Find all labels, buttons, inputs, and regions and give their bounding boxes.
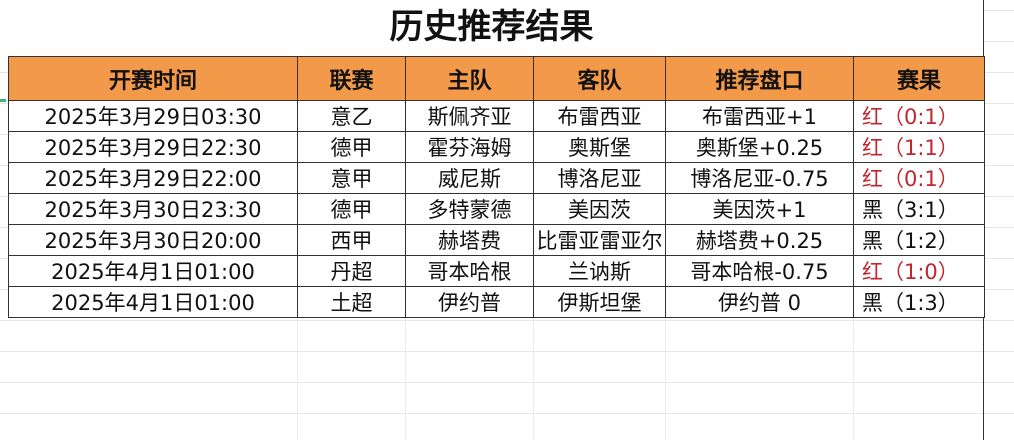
cell-league[interactable]: 德甲	[297, 131, 406, 163]
cell-league[interactable]: 西甲	[297, 224, 406, 256]
cell-away[interactable]: 比雷亚雷亚尔	[533, 224, 666, 256]
cell-time[interactable]: 2025年3月30日20:00	[8, 224, 298, 256]
cell-home[interactable]: 多特蒙德	[405, 193, 534, 225]
header-league[interactable]: 联赛	[297, 56, 406, 101]
header-row: 开赛时间 联赛 主队 客队 推荐盘口 赛果	[8, 56, 985, 101]
cell-league[interactable]: 土超	[297, 286, 406, 318]
cell-pick[interactable]: 博洛尼亚-0.75	[665, 162, 854, 194]
cell-result[interactable]: 红（1:1）	[853, 131, 985, 163]
cell-pick[interactable]: 美因茨+1	[665, 193, 854, 225]
cell-result[interactable]: 红（0:1）	[853, 162, 985, 194]
cell-pick[interactable]: 奥斯堡+0.25	[665, 131, 854, 163]
cell-away[interactable]: 博洛尼亚	[533, 162, 666, 194]
cell-pick[interactable]: 伊约普 0	[665, 286, 854, 318]
cell-pick[interactable]: 布雷西亚+1	[665, 100, 854, 132]
header-home[interactable]: 主队	[405, 56, 534, 101]
cell-home[interactable]: 伊约普	[405, 286, 534, 318]
header-result[interactable]: 赛果	[853, 56, 985, 101]
cell-time[interactable]: 2025年4月1日01:00	[8, 255, 298, 287]
cell-result[interactable]: 黑（1:2）	[853, 224, 985, 256]
cell-home[interactable]: 威尼斯	[405, 162, 534, 194]
table-row: 2025年3月29日03:30 意乙 斯佩齐亚 布雷西亚 布雷西亚+1 红（0:1）	[8, 100, 985, 132]
cell-home[interactable]: 哥本哈根	[405, 255, 534, 287]
cell-pick[interactable]: 哥本哈根-0.75	[665, 255, 854, 287]
cell-league[interactable]: 意甲	[297, 162, 406, 194]
cell-away[interactable]: 美因茨	[533, 193, 666, 225]
table-row: 2025年3月29日22:30 德甲 霍芬海姆 奥斯堡 奥斯堡+0.25 红（1:1）	[8, 131, 985, 163]
cell-away[interactable]: 布雷西亚	[533, 100, 666, 132]
row-selection-marker	[0, 99, 6, 102]
table-row: 2025年3月30日23:30 德甲 多特蒙德 美因茨 美因茨+1 黑（3:1）	[8, 193, 985, 225]
cell-result[interactable]: 黑（1:3）	[853, 286, 985, 318]
cell-home[interactable]: 霍芬海姆	[405, 131, 534, 163]
table-row: 2025年4月1日01:00 丹超 哥本哈根 兰讷斯 哥本哈根-0.75 红（1:0）	[8, 255, 985, 287]
cell-away[interactable]: 伊斯坦堡	[533, 286, 666, 318]
table-row: 2025年3月29日22:00 意甲 威尼斯 博洛尼亚 博洛尼亚-0.75 红（0:1）	[8, 162, 985, 194]
cell-time[interactable]: 2025年3月29日22:30	[8, 131, 298, 163]
cell-home[interactable]: 斯佩齐亚	[405, 100, 534, 132]
sheet-title[interactable]: 历史推荐结果	[0, 0, 983, 56]
cell-league[interactable]: 丹超	[297, 255, 406, 287]
table-row: 2025年3月30日20:00 西甲 赫塔费 比雷亚雷亚尔 赫塔费+0.25 黑（1:2）	[8, 224, 985, 256]
cell-time[interactable]: 2025年3月30日23:30	[8, 193, 298, 225]
cell-time[interactable]: 2025年3月29日03:30	[8, 100, 298, 132]
header-start-time[interactable]: 开赛时间	[8, 56, 298, 101]
cell-away[interactable]: 奥斯堡	[533, 131, 666, 163]
table-row: 2025年4月1日01:00 土超 伊约普 伊斯坦堡 伊约普 0 黑（1:3）	[8, 286, 985, 318]
cell-time[interactable]: 2025年3月29日22:00	[8, 162, 298, 194]
cell-league[interactable]: 德甲	[297, 193, 406, 225]
cell-home[interactable]: 赫塔费	[405, 224, 534, 256]
cell-pick[interactable]: 赫塔费+0.25	[665, 224, 854, 256]
cell-away[interactable]: 兰讷斯	[533, 255, 666, 287]
cell-time[interactable]: 2025年4月1日01:00	[8, 286, 298, 318]
cell-result[interactable]: 红（1:0）	[853, 255, 985, 287]
cell-result[interactable]: 红（0:1）	[853, 100, 985, 132]
header-away[interactable]: 客队	[533, 56, 666, 101]
cell-league[interactable]: 意乙	[297, 100, 406, 132]
results-table: 开赛时间 联赛 主队 客队 推荐盘口 赛果 2025年3月29日03:30 意乙 斯佩齐亚 布雷…	[8, 56, 985, 318]
header-pick[interactable]: 推荐盘口	[665, 56, 854, 101]
cell-result[interactable]: 黑（3:1）	[853, 193, 985, 225]
